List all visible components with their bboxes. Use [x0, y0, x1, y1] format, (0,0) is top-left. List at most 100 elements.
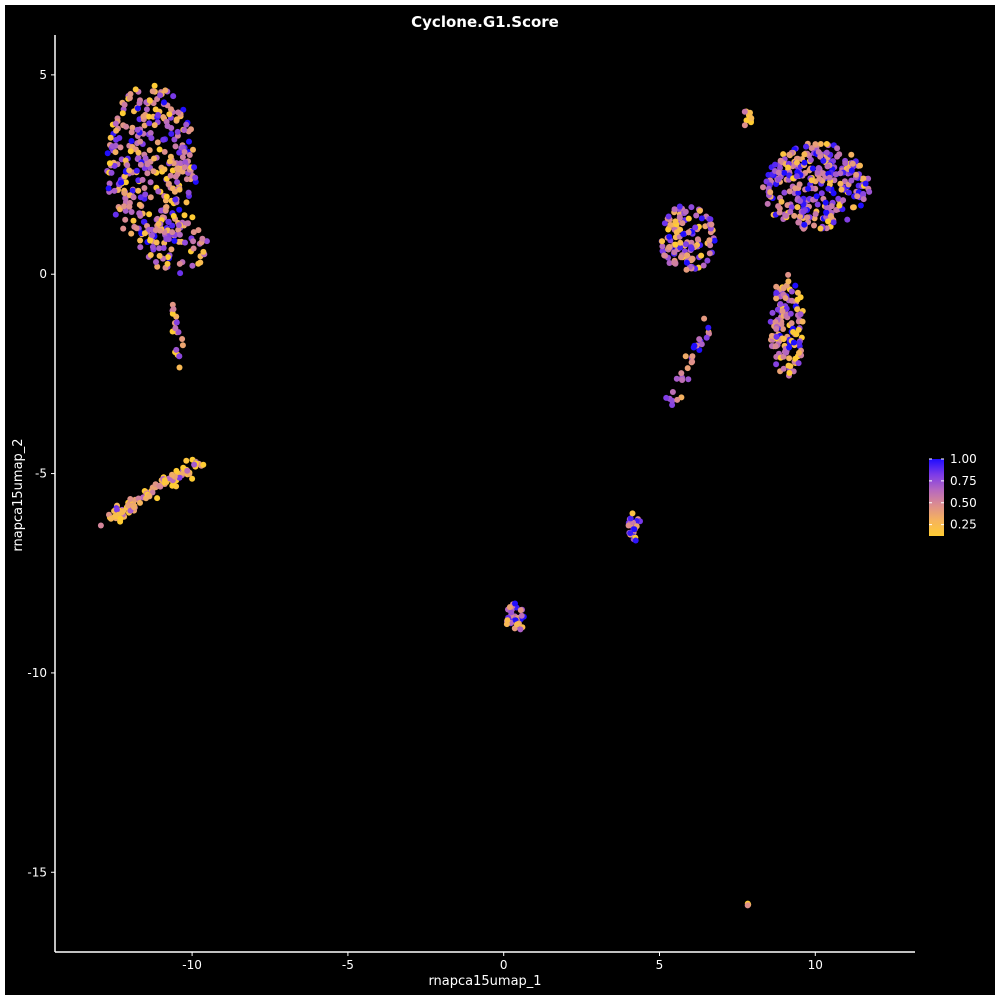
- data-point: [146, 226, 153, 233]
- data-point: [685, 376, 692, 383]
- data-point: [121, 203, 127, 210]
- data-point: [788, 320, 795, 327]
- data-point: [866, 188, 873, 195]
- x-tick-label: 5: [656, 958, 664, 972]
- y-ticks: 5 0 -5 -10 -15: [27, 68, 55, 879]
- data-point: [149, 244, 156, 250]
- data-point: [153, 239, 160, 246]
- data-point: [130, 217, 137, 224]
- data-point: [696, 207, 703, 214]
- data-point: [144, 170, 151, 177]
- data-point: [817, 153, 824, 160]
- data-point: [106, 160, 113, 167]
- legend-tick-label: 0.75: [950, 474, 977, 488]
- data-point: [795, 219, 802, 226]
- data-point: [109, 143, 116, 150]
- data-point: [707, 242, 714, 249]
- data-point: [155, 188, 162, 195]
- data-point: [155, 220, 162, 227]
- data-point: [777, 164, 783, 171]
- data-point: [151, 122, 158, 129]
- data-point: [508, 609, 515, 616]
- data-point: [126, 203, 133, 210]
- data-point: [153, 259, 159, 265]
- data-point: [666, 260, 673, 266]
- data-point: [748, 115, 755, 122]
- data-point: [171, 237, 178, 244]
- data-point: [837, 170, 844, 177]
- data-point: [704, 257, 711, 264]
- data-point: [161, 166, 168, 173]
- data-point: [175, 109, 182, 116]
- plot-frame: Cyclone.G1.Score -10 -5 0 5 10 5 0 -5 -10 -15 rn…: [5, 5, 995, 995]
- data-point: [778, 198, 785, 205]
- data-point: [504, 617, 511, 624]
- data-point: [825, 185, 832, 192]
- data-point: [804, 214, 811, 221]
- data-point: [691, 342, 698, 349]
- data-point: [760, 184, 766, 191]
- data-point: [170, 306, 177, 313]
- data-point: [792, 282, 799, 289]
- data-point: [108, 169, 115, 176]
- data-point: [183, 121, 190, 128]
- data-point: [677, 244, 684, 251]
- data-point: [824, 163, 831, 170]
- data-point: [629, 510, 636, 517]
- data-point: [840, 197, 847, 204]
- data-point: [203, 238, 210, 245]
- data-point: [741, 108, 748, 115]
- data-point: [186, 152, 193, 158]
- data-point: [698, 252, 705, 259]
- data-point: [747, 109, 753, 116]
- data-point: [146, 147, 153, 154]
- data-point: [136, 210, 143, 217]
- data-point: [200, 248, 207, 255]
- data-point: [127, 91, 134, 97]
- data-point: [830, 219, 837, 226]
- data-point: [134, 105, 141, 112]
- data-point: [795, 326, 802, 333]
- data-point: [129, 187, 136, 194]
- data-point: [200, 461, 207, 468]
- data-point: [190, 229, 197, 236]
- data-point: [191, 164, 198, 171]
- data-point: [131, 504, 138, 511]
- data-point: [137, 499, 143, 506]
- data-point: [671, 259, 678, 266]
- data-point: [661, 252, 668, 259]
- data-point: [809, 165, 816, 172]
- data-point: [146, 211, 153, 218]
- data-point: [158, 207, 165, 214]
- data-point: [808, 145, 815, 152]
- data-point: [173, 116, 180, 123]
- data-point: [679, 220, 686, 227]
- data-point: [692, 224, 699, 231]
- data-point: [160, 245, 167, 251]
- x-tick-label: -10: [182, 958, 202, 972]
- data-point: [773, 361, 780, 368]
- data-point: [106, 180, 113, 187]
- data-point: [179, 336, 186, 342]
- chart-title: Cyclone.G1.Score: [411, 13, 559, 31]
- data-point: [172, 196, 179, 203]
- data-point: [176, 186, 183, 193]
- data-point: [848, 151, 855, 158]
- data-point: [780, 365, 787, 372]
- data-point: [161, 99, 167, 106]
- data-point: [121, 173, 128, 180]
- data-point: [676, 203, 683, 210]
- data-point: [185, 189, 192, 196]
- data-point: [149, 88, 156, 95]
- data-point: [790, 339, 797, 346]
- data-point: [171, 136, 178, 143]
- data-point: [518, 612, 525, 619]
- data-point: [793, 173, 800, 180]
- data-point: [169, 229, 176, 236]
- y-axis-title: rnapca15umap_2: [11, 438, 26, 551]
- data-point: [97, 522, 104, 529]
- data-point: [176, 260, 183, 267]
- data-point: [169, 310, 176, 317]
- data-point: [135, 154, 142, 161]
- data-point: [827, 213, 834, 219]
